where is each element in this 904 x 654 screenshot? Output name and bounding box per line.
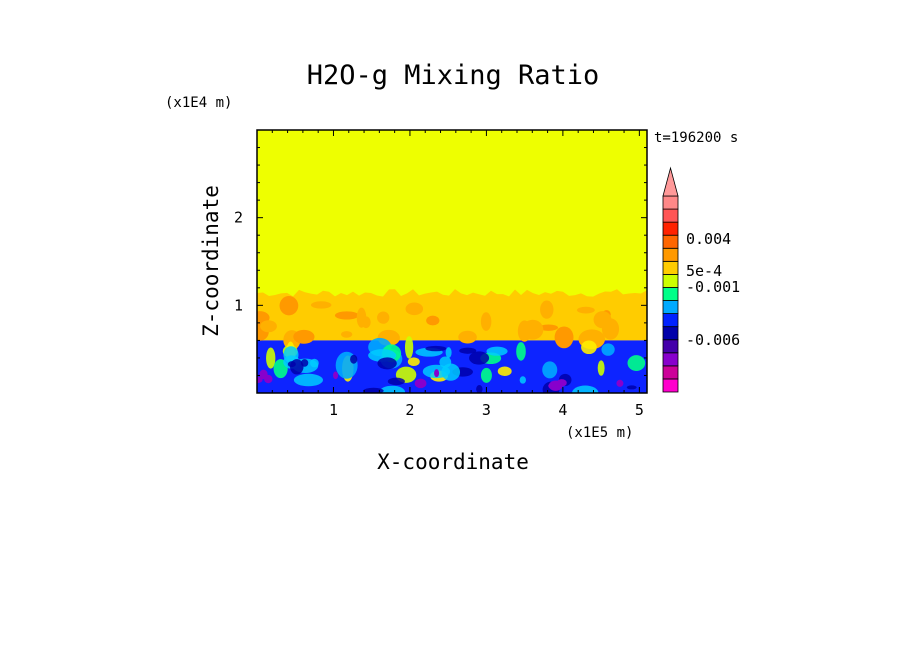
colorbar-bin [662,247,679,262]
x-ticks: 1 2 3 4 5 [271,130,644,419]
colorbar-bin [662,300,679,314]
colorbar-extend-arrow [662,166,679,197]
texture-blob [458,330,477,344]
texture-blob [476,384,483,393]
texture-blob [576,306,595,314]
texture-blob [356,307,367,328]
colorbar-bin [662,208,679,223]
texture-blob [350,354,358,364]
texture-blob [597,360,605,376]
texture-blob [601,343,615,356]
texture-blob [377,357,397,370]
texture-blob [554,326,574,349]
texture-blob [377,311,390,324]
colorbar-bin [662,352,679,367]
texture-blob [540,300,554,319]
texture-blob [626,385,637,390]
colorbar-bin [662,273,679,288]
colorbar-label: -0.006 [686,331,740,349]
boundary-wave [257,289,647,303]
texture-blob [459,347,477,354]
chart-title: H2O-g Mixing Ratio [307,60,600,91]
y-axis-label: Z-coordinate [199,185,223,337]
texture-blob [425,345,447,352]
colorbar-bin [662,339,679,354]
texture-blob [542,361,558,379]
texture-blob [259,369,268,380]
x-tick-label: 2 [405,401,414,419]
colorbar-bin [662,234,679,249]
texture-blob [407,357,420,366]
x-scale-note: (x1E5 m) [566,425,633,441]
texture-blob [480,367,492,383]
texture-blob [260,320,277,333]
texture-blob [426,315,440,326]
texture-blob [293,329,315,344]
texture-blob [333,371,339,380]
texture-blob [283,301,296,313]
texture-blob [334,311,359,320]
region-upper [257,130,647,301]
texture-blob [581,340,597,355]
texture-blob [405,302,424,316]
texture-blob [404,336,414,359]
colorbar-label: 0.004 [686,230,731,248]
y-tick-label: 2 [234,209,243,227]
x-tick-label: 4 [558,401,567,419]
texture-blob [497,366,512,377]
texture-blob [522,319,544,340]
time-label: t=196200 s [654,130,738,146]
colorbar-label: -0.001 [686,278,740,296]
texture-blob [480,312,492,331]
plot-frame [256,129,648,394]
colorbar-bin [662,260,679,275]
texture-blob [387,377,405,386]
texture-blob [593,311,612,329]
texture-blob [538,324,559,331]
colorbar-bin [662,287,679,301]
texture-blob [616,379,624,387]
texture-blob [340,331,353,338]
x-tick-label: 5 [635,401,644,419]
y-scale-note: (x1E4 m) [165,95,232,111]
y-ticks: 12 [234,147,647,376]
colorbar: 0.004 5e-4-0.001 -0.006 [662,166,740,393]
x-axis-label: X-coordinate [377,450,529,474]
texture-blob [519,376,526,384]
texture-blob [548,380,563,391]
texture-blob [310,301,332,309]
colorbar-bin [662,365,679,380]
texture-blob [379,385,406,393]
colorbar-bin [662,326,679,341]
x-tick-label: 1 [329,401,338,419]
texture-blob [293,373,323,387]
texture-blob [363,387,384,393]
texture-blob [627,355,646,371]
texture-blob [445,347,452,358]
texture-blob [434,369,440,378]
texture-blob [310,358,319,368]
colorbar-bin [662,221,679,236]
texture-blob [516,342,526,361]
colorbar-label: 5e-4 [686,262,722,280]
texture-blob [486,346,508,356]
plot-field [257,130,647,393]
texture-blob [469,351,490,365]
y-tick-label: 1 [234,296,243,314]
texture-blob [414,378,427,389]
colorbar-bin [662,195,679,210]
colorbar-bin [662,378,679,393]
x-tick-label: 3 [482,401,491,419]
texture-blob [290,359,304,375]
texture-blob [266,347,276,369]
colorbar-bin [662,313,679,328]
